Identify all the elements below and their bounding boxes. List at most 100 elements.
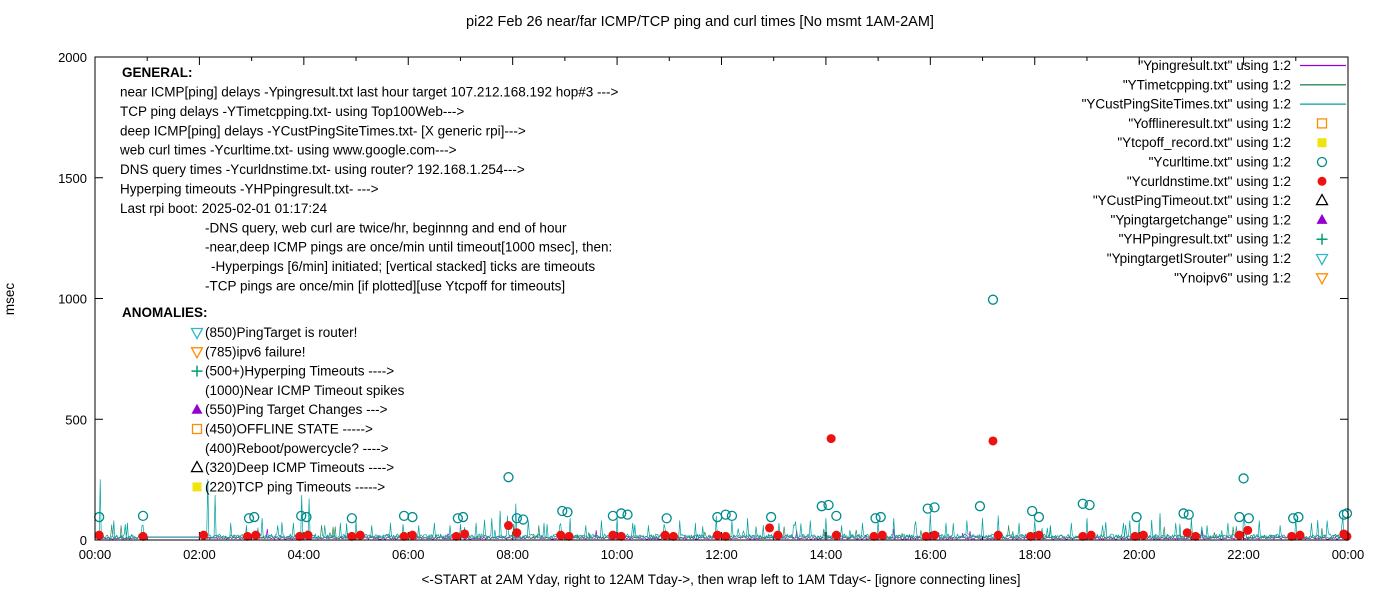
legend-label: "YpingtargetISrouter" using 1:2 bbox=[1107, 251, 1291, 266]
Ycurldnstime.txt-point bbox=[1034, 530, 1044, 540]
Ycurldnstime.txt-point bbox=[1243, 525, 1253, 535]
Ycurltime.txt-point bbox=[457, 511, 469, 523]
anomaly-triangle-down-open-icon bbox=[190, 347, 204, 360]
Ycurldnstime.txt-point bbox=[1295, 530, 1305, 540]
x-tick-label: 00:00 bbox=[1332, 547, 1365, 562]
legend-label: "YCustPingTimeout.txt" using 1:2 bbox=[1093, 193, 1291, 208]
Ycurldnstime.txt-point bbox=[877, 530, 887, 540]
x-tick-label: 04:00 bbox=[288, 547, 321, 562]
axis-ticks: 00:00 02:00 04:00 06:00 08:00 10:00 12:00 14:00… bbox=[58, 50, 1364, 562]
Ycurltime.txt-point bbox=[922, 503, 933, 514]
Ycurldnstime.txt-point bbox=[1078, 531, 1088, 541]
Ycurltime.txt-point bbox=[607, 510, 619, 521]
Ycurltime.txt-point bbox=[1131, 511, 1142, 523]
y-tick-label: 500 bbox=[65, 412, 87, 427]
Ycurltime.txt-point bbox=[511, 513, 522, 524]
general-line: near ICMP[ping] delays -Ypingresult.txt … bbox=[120, 85, 619, 100]
anomaly-line: (220)TCP ping Timeouts -----> bbox=[205, 479, 385, 494]
legend-label: "Ypingtargetchange" using 1:2 bbox=[1111, 212, 1291, 227]
Ycurldnstime.txt-point bbox=[1130, 531, 1140, 541]
Ycurldnstime.txt-point bbox=[1287, 531, 1297, 541]
anomalies-section-title: ANOMALIES: bbox=[122, 305, 208, 320]
x-tick-label: 14:00 bbox=[810, 547, 843, 562]
general-line: Hyperping timeouts -YHPpingresult.txt- -… bbox=[120, 182, 379, 197]
anomaly-line: (400)Reboot/powercycle? ----> bbox=[205, 441, 389, 456]
Ycurldnstime.txt-point bbox=[556, 530, 566, 540]
Ycurltime.txt-point bbox=[622, 509, 633, 520]
Ycurltime.txt-point bbox=[557, 505, 568, 517]
Ycurltime.txt-point bbox=[1026, 505, 1038, 517]
anomaly-lines: (850)PingTarget is router! (785)ipv6 fail… bbox=[190, 325, 405, 494]
Ycurldnstime.txt-point bbox=[765, 523, 775, 533]
legend-marker bbox=[1315, 253, 1329, 266]
Ycurltime.txt-point bbox=[1178, 508, 1189, 519]
Ycurltime.txt-point bbox=[831, 510, 842, 521]
Ycurltime.txt-point bbox=[137, 510, 149, 521]
Ycurltime.txt-point bbox=[296, 510, 307, 521]
Ycurldnstime.txt-point bbox=[94, 530, 104, 540]
Ycurldnstime.txt-point bbox=[399, 531, 409, 541]
Ycurldnstime.txt-point bbox=[930, 530, 940, 540]
chart-title: pi22 Feb 26 near/far ICMP/TCP ping and c… bbox=[466, 14, 934, 30]
general-line: web curl times -Ycurltime.txt- using www… bbox=[119, 143, 457, 158]
plot-annotations: GENERAL: near ICMP[ping] delays -Ypingre… bbox=[119, 65, 619, 494]
legend-marker bbox=[1315, 273, 1329, 286]
Ycurldnstime.txt-point bbox=[712, 530, 722, 540]
legend-label: "Ycurltime.txt" using 1:2 bbox=[1149, 155, 1291, 170]
Ycurldnstime.txt-point bbox=[616, 531, 626, 541]
x-tick-label: 22:00 bbox=[1227, 547, 1260, 562]
Ycurltime.txt-point bbox=[1084, 499, 1095, 511]
Ycurltime.txt-point bbox=[301, 511, 312, 523]
Ycurldnstime.txt-point bbox=[1086, 530, 1096, 540]
legend-label: "Ynoipv6" using 1:2 bbox=[1174, 270, 1291, 285]
anomaly-line: (450)OFFLINE STATE -----> bbox=[205, 422, 373, 437]
x-tick-label: 06:00 bbox=[392, 547, 425, 562]
x-tick-label: 08:00 bbox=[496, 547, 529, 562]
Ycurldnstime.txt-point bbox=[921, 531, 931, 541]
Ycurltime.txt-point bbox=[1243, 513, 1254, 524]
Ycurltime.txt-point bbox=[823, 499, 834, 511]
Ycurldnstime.txt-point bbox=[138, 531, 148, 541]
Ycurldnstime.txt-point bbox=[199, 530, 209, 540]
y-tick-label: 0 bbox=[80, 533, 87, 548]
Ycurldnstime.txt-point bbox=[407, 530, 417, 540]
legend-label: "Ytcpoff_record.txt" using 1:2 bbox=[1117, 135, 1291, 150]
anomaly-triangle-open-icon bbox=[190, 460, 204, 473]
anomaly-line: (785)ipv6 failure! bbox=[205, 344, 306, 359]
legend-label: "Ycurldnstime.txt" using 1:2 bbox=[1127, 174, 1291, 189]
general-line: TCP ping delays -YTimetcpping.txt- using… bbox=[120, 104, 464, 119]
Ycurltime.txt-point bbox=[870, 513, 881, 524]
Ycurldnstime.txt-point bbox=[1191, 531, 1201, 541]
general-line: -DNS query, web curl are twice/hr, begin… bbox=[205, 220, 567, 235]
Ycurldnstime.txt-point bbox=[826, 434, 836, 444]
Ycurltime.txt-point bbox=[1183, 509, 1194, 520]
Ycurldnstime.txt-point bbox=[251, 530, 261, 540]
x-tick-label: 10:00 bbox=[601, 547, 634, 562]
legend-label: "Ypingresult.txt" using 1:2 bbox=[1138, 58, 1291, 73]
legend-label: "YCustPingSiteTimes.txt" using 1:2 bbox=[1082, 97, 1291, 112]
y-tick-label: 2000 bbox=[58, 50, 87, 65]
general-section-title: GENERAL: bbox=[122, 65, 193, 80]
anomaly-plus-icon bbox=[191, 365, 203, 377]
Ycurldnstime.txt-point bbox=[1234, 530, 1244, 540]
Ycurldnstime.txt-point bbox=[721, 531, 731, 541]
x-tick-label: 20:00 bbox=[1123, 547, 1156, 562]
anomaly-square-open-icon bbox=[191, 423, 203, 435]
Ycurltime.txt-point bbox=[616, 508, 627, 519]
legend-label: "Yofflineresult.txt" using 1:2 bbox=[1128, 116, 1291, 131]
Ycurltime.txt-point bbox=[503, 472, 514, 483]
legend-marker bbox=[1316, 118, 1328, 129]
Ycurltime.txt-point bbox=[517, 514, 529, 525]
Ycurltime.txt-point bbox=[1234, 511, 1245, 523]
x-tick-label: 16:00 bbox=[914, 547, 947, 562]
Ycurltime.txt-point bbox=[1238, 473, 1249, 484]
legend-marker bbox=[1315, 193, 1329, 206]
Ycurltime.txt-point bbox=[1341, 508, 1353, 519]
plot-series bbox=[94, 294, 1353, 541]
general-line: DNS query times -Ycurldnstime.txt- using… bbox=[120, 162, 525, 177]
Ycurldnstime.txt-point bbox=[773, 530, 783, 540]
legend-marker bbox=[1317, 138, 1327, 148]
anomaly-line: (320)Deep ICMP Timeouts ----> bbox=[205, 460, 394, 475]
legend-label: "YTimetcpping.txt" using 1:2 bbox=[1123, 77, 1291, 92]
